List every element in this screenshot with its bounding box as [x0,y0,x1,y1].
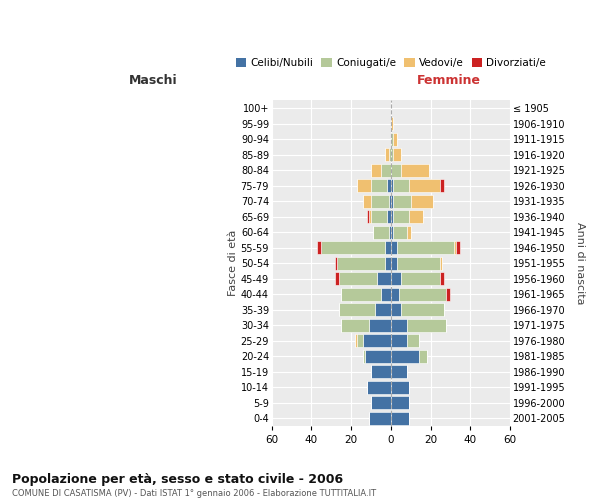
Bar [365,350,391,362]
Bar [397,257,440,270]
Bar [341,319,369,332]
Bar [371,180,387,192]
Bar [401,164,428,176]
Bar [391,180,393,192]
Bar [377,272,391,285]
Bar [385,148,389,161]
Bar [393,180,409,192]
Bar [369,412,391,424]
Bar [381,164,391,176]
Bar [385,242,391,254]
Bar [446,288,451,300]
Bar [409,180,440,192]
Bar [391,242,397,254]
Bar [335,272,339,285]
Bar [391,164,401,176]
Bar [375,304,391,316]
Bar [373,226,389,238]
Bar [410,195,433,207]
Bar [393,133,397,145]
Bar [363,350,365,362]
Bar [407,334,419,347]
Bar [391,334,407,347]
Bar [391,319,407,332]
Bar [391,226,393,238]
Bar [391,195,393,207]
Bar [391,133,393,145]
Bar [419,350,427,362]
Bar [391,272,401,285]
Bar [371,366,391,378]
Bar [371,195,389,207]
Bar [337,257,385,270]
Bar [381,288,391,300]
Y-axis label: Anni di nascita: Anni di nascita [575,222,585,304]
Bar [391,350,419,362]
Bar [391,257,397,270]
Text: Femmine: Femmine [417,74,481,88]
Bar [407,319,446,332]
Bar [397,242,454,254]
Bar [371,396,391,409]
Bar [457,242,460,254]
Y-axis label: Fasce di età: Fasce di età [228,230,238,296]
Bar [363,195,371,207]
Bar [401,304,445,316]
Bar [391,118,393,130]
Bar [369,210,371,223]
Bar [391,148,393,161]
Bar [385,257,391,270]
Legend: Celibi/Nubili, Coniugati/e, Vedovi/e, Divorziati/e: Celibi/Nubili, Coniugati/e, Vedovi/e, Di… [232,54,550,72]
Bar [389,195,391,207]
Bar [357,180,371,192]
Bar [440,257,442,270]
Bar [369,319,391,332]
Bar [454,242,457,254]
Bar [391,366,407,378]
Bar [317,242,322,254]
Bar [391,396,409,409]
Bar [391,210,393,223]
Bar [401,272,440,285]
Bar [393,148,401,161]
Bar [371,210,387,223]
Bar [391,412,409,424]
Bar [339,304,375,316]
Bar [407,226,410,238]
Bar [341,288,381,300]
Bar [367,381,391,394]
Bar [387,180,391,192]
Bar [322,242,385,254]
Bar [393,210,409,223]
Bar [335,257,337,270]
Bar [371,164,381,176]
Text: Popolazione per età, sesso e stato civile - 2006: Popolazione per età, sesso e stato civil… [12,472,343,486]
Bar [393,195,410,207]
Bar [357,334,363,347]
Bar [393,226,407,238]
Bar [387,210,391,223]
Bar [391,288,399,300]
Bar [389,226,391,238]
Bar [367,210,369,223]
Bar [409,210,422,223]
Text: COMUNE DI CASATISMA (PV) - Dati ISTAT 1° gennaio 2006 - Elaborazione TUTTITALIA.: COMUNE DI CASATISMA (PV) - Dati ISTAT 1°… [12,489,376,498]
Bar [339,272,377,285]
Text: Maschi: Maschi [128,74,177,88]
Bar [363,334,391,347]
Bar [389,148,391,161]
Bar [355,334,357,347]
Bar [440,180,445,192]
Bar [391,304,401,316]
Bar [440,272,445,285]
Bar [399,288,446,300]
Bar [391,381,409,394]
